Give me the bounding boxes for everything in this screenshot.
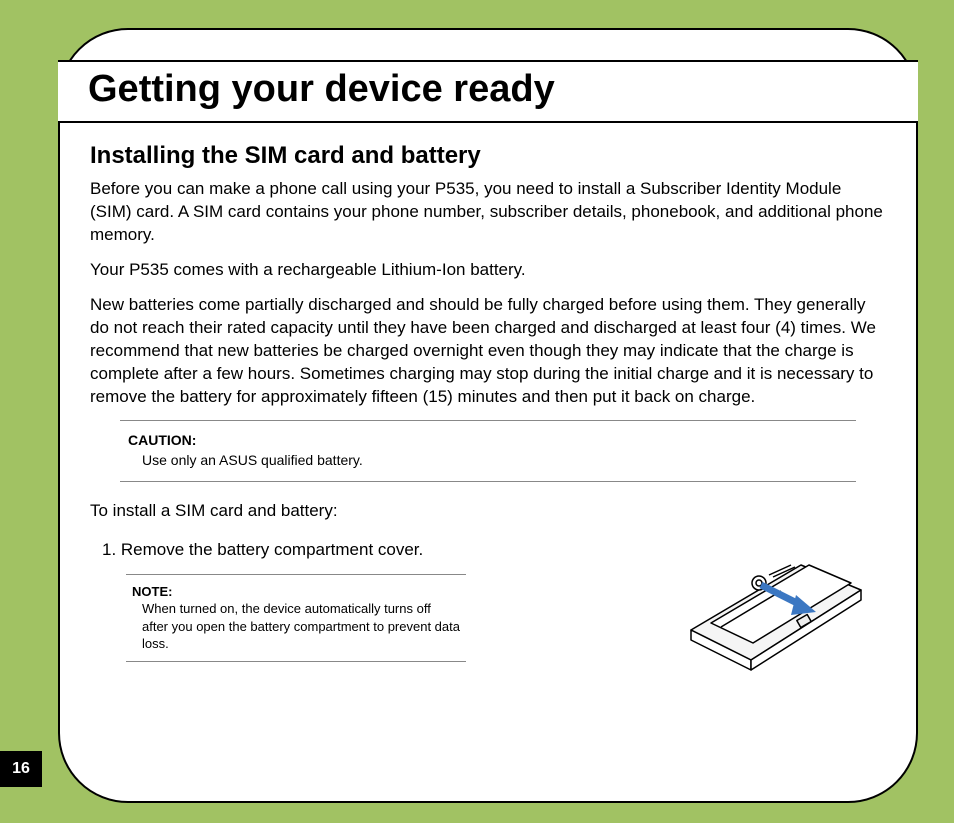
intro-paragraph-3: New batteries come partially discharged … xyxy=(90,294,886,409)
step-1-text-col: 1. Remove the battery compartment cover.… xyxy=(90,535,633,662)
caution-body: Use only an ASUS qualified battery. xyxy=(128,451,848,471)
chapter-title-band: Getting your device ready xyxy=(58,60,918,123)
page-number-badge: 16 xyxy=(0,751,42,787)
instruction-lead: To install a SIM card and battery: xyxy=(90,500,886,523)
step-1-note: NOTE: When turned on, the device automat… xyxy=(126,574,466,662)
chapter-title: Getting your device ready xyxy=(88,68,888,111)
device-back-icon xyxy=(651,535,886,685)
step-1-row: 1. Remove the battery compartment cover.… xyxy=(90,535,886,685)
caution-label: CAUTION: xyxy=(128,431,848,451)
page-content: Installing the SIM card and battery Befo… xyxy=(90,142,886,685)
caution-callout: CAUTION: Use only an ASUS qualified batt… xyxy=(120,420,856,481)
device-illustration xyxy=(651,535,886,685)
manual-page-frame: Getting your device ready Installing the… xyxy=(58,28,918,803)
note-body: When turned on, the device automatically… xyxy=(132,600,460,653)
step-1-text: 1. Remove the battery compartment cover. xyxy=(102,539,633,562)
intro-paragraph-2: Your P535 comes with a rechargeable Lith… xyxy=(90,259,886,282)
section-heading: Installing the SIM card and battery xyxy=(90,142,886,170)
page-number: 16 xyxy=(12,760,30,778)
note-label: NOTE: xyxy=(132,583,460,601)
intro-paragraph-1: Before you can make a phone call using y… xyxy=(90,178,886,247)
